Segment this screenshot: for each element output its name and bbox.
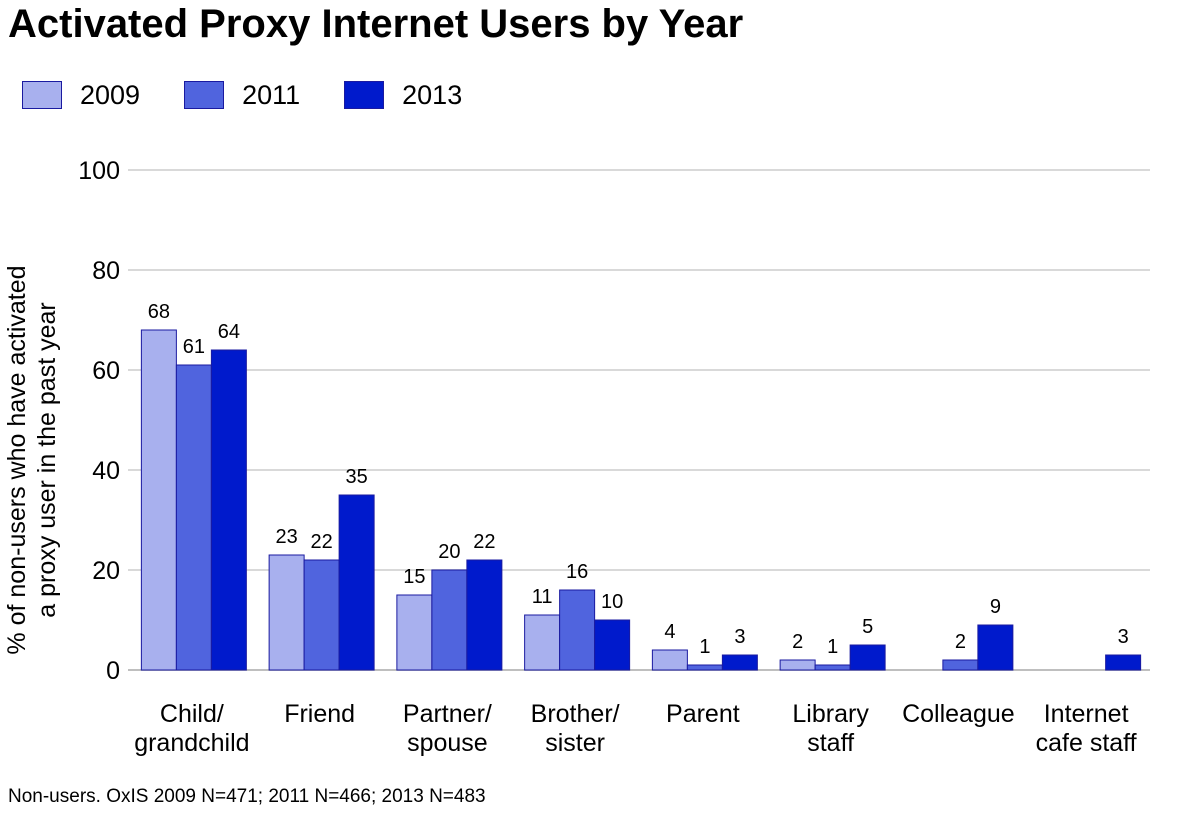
bar (977, 624, 1014, 671)
legend: 2009 2011 2013 (22, 78, 506, 112)
bar (524, 614, 561, 671)
x-tick-label: Internet (1044, 700, 1129, 728)
legend-label: 2011 (242, 79, 301, 110)
data-label: 20 (438, 541, 460, 563)
bar-chart: 0 20 40 60 80 100 % of non-users who have acti… (3, 157, 1150, 757)
x-tick-label: sister (545, 729, 605, 757)
legend-label: 2013 (402, 79, 463, 110)
x-tick-label: Brother/ (531, 700, 620, 728)
legend-swatch (184, 81, 225, 109)
data-label: 68 (148, 301, 170, 323)
data-label: 16 (566, 561, 588, 583)
data-label: 22 (473, 531, 495, 553)
x-tick-label: Library (792, 700, 869, 728)
x-tick-label: staff (807, 729, 854, 757)
bar (303, 559, 340, 671)
x-tick-label: spouse (407, 729, 488, 757)
bar (175, 364, 212, 671)
y-tick-label: 0 (106, 657, 120, 685)
data-label: 1 (699, 636, 710, 658)
data-label: 64 (218, 321, 240, 343)
data-label: 35 (346, 466, 368, 488)
data-label: 15 (403, 566, 425, 588)
bar (779, 659, 816, 671)
legend-item-2011: 2011 (184, 80, 300, 111)
bar (268, 554, 305, 671)
x-tick-label: Partner/ (403, 700, 492, 728)
bar (651, 649, 688, 671)
x-tick-label: Child/ (160, 700, 224, 728)
x-tick-label: grandchild (134, 729, 249, 757)
data-label: 4 (664, 621, 675, 643)
bar (1105, 654, 1142, 671)
y-tick-label: 80 (92, 257, 120, 285)
legend-item-2013: 2013 (344, 80, 462, 111)
x-tick-label: cafe staff (1036, 729, 1137, 757)
bar (396, 594, 433, 671)
y-axis-label: a proxy user in the past year (33, 302, 61, 617)
bar (140, 329, 177, 671)
data-label: 10 (601, 591, 623, 613)
y-tick-label: 20 (92, 557, 120, 585)
legend-label: 2009 (80, 79, 141, 110)
y-tick-label: 100 (78, 157, 120, 185)
data-label: 5 (862, 616, 873, 638)
bar (559, 589, 596, 671)
y-axis-label: % of non-users who have activated (3, 265, 31, 654)
bar (594, 619, 631, 671)
bar (942, 659, 979, 671)
bar (686, 664, 723, 671)
data-label: 9 (990, 596, 1001, 618)
y-tick-label: 60 (92, 357, 120, 385)
data-label: 22 (311, 531, 333, 553)
y-tick-label: 40 (92, 457, 120, 485)
data-label: 23 (276, 526, 298, 548)
data-label: 2 (955, 631, 966, 653)
legend-swatch (344, 81, 385, 109)
bar (814, 664, 851, 671)
legend-item-2009: 2009 (22, 80, 140, 111)
bar (210, 349, 247, 671)
source-note: Non-users. OxIS 2009 N=471; 2011 N=466; … (8, 786, 486, 807)
x-tick-label: Colleague (902, 700, 1015, 728)
chart-title: Activated Proxy Internet Users by Year (8, 2, 744, 46)
bar (849, 644, 886, 671)
legend-swatch (22, 81, 62, 109)
data-label: 3 (1118, 626, 1129, 648)
bar (431, 569, 468, 671)
x-tick-label: Friend (284, 700, 355, 728)
data-label: 1 (827, 636, 838, 658)
data-label: 61 (183, 336, 205, 358)
data-label: 11 (532, 586, 553, 608)
bar (721, 654, 758, 671)
bar (466, 559, 503, 671)
data-label: 3 (734, 626, 745, 648)
bar (338, 494, 375, 671)
data-label: 2 (792, 631, 803, 653)
x-tick-label: Parent (666, 700, 740, 728)
